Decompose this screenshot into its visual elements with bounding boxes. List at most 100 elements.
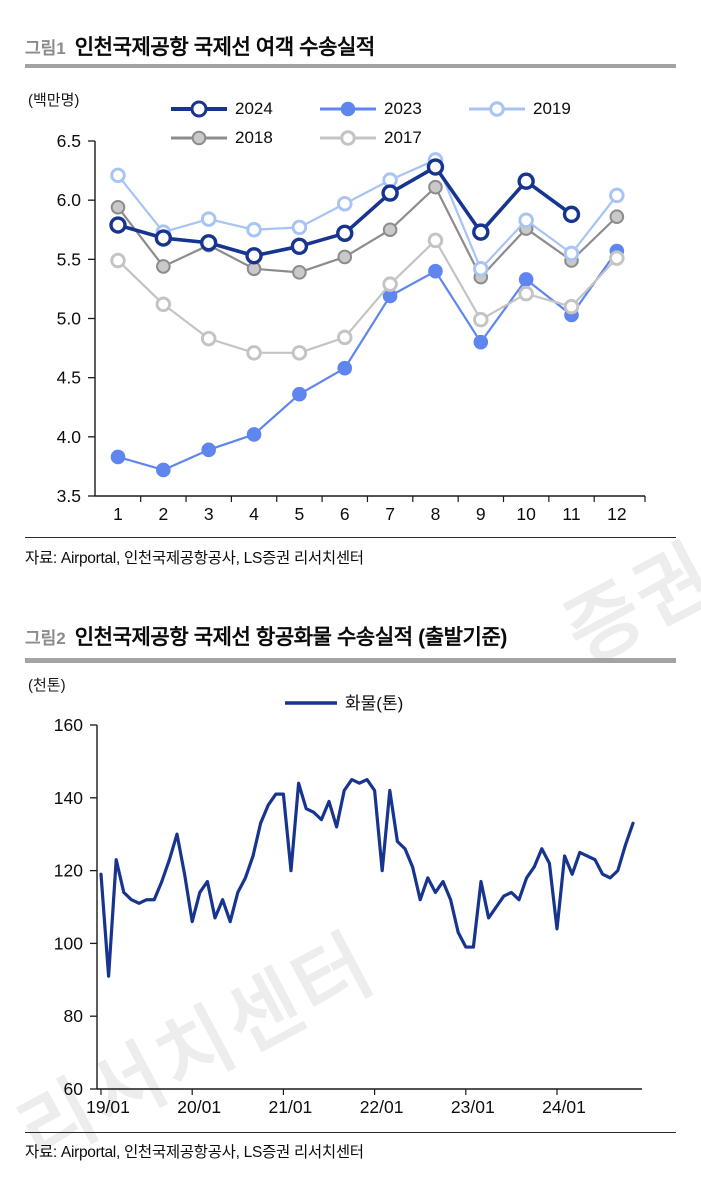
figure2-source: 자료: Airportal, 인천국제공항공사, LS증권 리서치센터 bbox=[25, 1144, 364, 1161]
legend-swatch-icon bbox=[171, 130, 227, 145]
figure1-tag: 그림1 bbox=[25, 39, 66, 58]
series-marker-2023 bbox=[156, 462, 171, 478]
figure2-header: 그림2 인천국제공항 국제선 항공화물 수송실적 (출발기준) bbox=[25, 621, 507, 651]
series-marker-2024 bbox=[472, 223, 490, 241]
series-marker-2023 bbox=[473, 334, 489, 350]
legend-label: 2019 bbox=[533, 98, 571, 118]
legend-swatch-icon bbox=[171, 100, 227, 117]
series-marker-2019 bbox=[246, 221, 262, 238]
x-tick-label: 23/01 bbox=[451, 1097, 495, 1117]
y-tick-label: 4.5 bbox=[57, 368, 81, 388]
x-tick-label: 1 bbox=[113, 504, 123, 524]
y-tick-label: 6.5 bbox=[57, 135, 81, 151]
series-marker-2019 bbox=[200, 211, 217, 227]
series-marker-2023 bbox=[428, 263, 443, 279]
x-tick-label: 11 bbox=[562, 504, 580, 524]
series-marker-2024 bbox=[562, 205, 581, 224]
x-tick-label: 7 bbox=[385, 504, 395, 524]
series-marker-2024 bbox=[336, 224, 354, 243]
legend-label: 2023 bbox=[384, 98, 422, 118]
series-marker-2024 bbox=[381, 184, 399, 202]
series-marker-2019 bbox=[337, 195, 353, 212]
x-tick-label: 19/01 bbox=[86, 1097, 130, 1117]
y-tick-label: 3.5 bbox=[57, 486, 81, 506]
legend-swatch-icon bbox=[320, 129, 376, 146]
x-tick-label: 3 bbox=[204, 504, 214, 524]
legend-item-2018: 2018 bbox=[170, 123, 319, 152]
series-marker-2019 bbox=[609, 187, 625, 204]
series-marker-2017 bbox=[246, 345, 262, 361]
series-marker-2017 bbox=[518, 285, 534, 302]
x-tick-label: 5 bbox=[295, 504, 305, 524]
legend-swatch-icon bbox=[469, 100, 525, 117]
series-marker-2024 bbox=[517, 172, 535, 190]
series-marker-2019 bbox=[291, 219, 308, 236]
y-tick-label: 160 bbox=[54, 715, 83, 735]
series-marker-2018 bbox=[428, 179, 443, 195]
y-tick-label: 4.0 bbox=[57, 427, 82, 447]
x-tick-label: 10 bbox=[516, 504, 536, 524]
series-marker-2024 bbox=[426, 158, 445, 176]
series-marker-2017 bbox=[110, 252, 126, 269]
x-tick-label: 20/01 bbox=[177, 1097, 221, 1117]
legend-item-2017: 2017 bbox=[319, 123, 468, 152]
series-line-2023 bbox=[117, 250, 618, 472]
series-marker-2018 bbox=[382, 222, 398, 238]
series-marker-2017 bbox=[563, 298, 580, 315]
cargo-legend-label: 화물(톤) bbox=[345, 694, 403, 713]
x-tick-label: 4 bbox=[249, 504, 259, 524]
x-tick-label: 24/01 bbox=[542, 1097, 586, 1117]
figure2-title-rule bbox=[25, 658, 676, 663]
figure1-header: 그림1 인천국제공항 국제선 여객 수송실적 bbox=[25, 31, 375, 61]
x-tick-label: 8 bbox=[431, 504, 441, 524]
series-line-2018 bbox=[117, 186, 618, 279]
series-marker-2024 bbox=[109, 216, 127, 234]
figure2-tag: 그림2 bbox=[25, 629, 66, 648]
series-marker-2017 bbox=[609, 250, 625, 266]
legend-label: 2017 bbox=[384, 127, 422, 147]
series-marker-2024 bbox=[290, 237, 309, 256]
series-marker-2017 bbox=[337, 329, 353, 346]
series-marker-2024 bbox=[154, 229, 173, 247]
series-marker-2018 bbox=[110, 199, 126, 215]
series-line-cargo bbox=[99, 777, 635, 978]
series-marker-2017 bbox=[291, 345, 308, 361]
x-tick-label: 12 bbox=[607, 504, 626, 524]
figure2-source-rule bbox=[25, 1132, 676, 1134]
legend-label: 2024 bbox=[235, 98, 273, 118]
y-tick-label: 60 bbox=[64, 1079, 84, 1099]
figure1-unit-label: (백만명) bbox=[28, 92, 80, 109]
figure2-unit-label: (천톤) bbox=[28, 677, 66, 694]
legend-label: 2018 bbox=[235, 127, 273, 147]
y-tick-label: 5.0 bbox=[57, 309, 82, 329]
figure1-source-rule bbox=[25, 537, 676, 539]
series-line-2017 bbox=[117, 239, 618, 354]
y-tick-label: 140 bbox=[54, 788, 83, 808]
series-marker-2018 bbox=[156, 259, 171, 274]
cargo-chart-canvas: 화물(톤) 60 80 100 120 140 160 19/01 20/01 21/01 22/0… bbox=[54, 694, 642, 1117]
legend-item-2019: 2019 bbox=[468, 94, 617, 123]
legend-item-2024: 2024 bbox=[170, 94, 319, 123]
figure1-legend: 2024 2023 2019 2018 2017 bbox=[170, 94, 635, 152]
figure1-title-rule bbox=[25, 64, 676, 68]
series-marker-2017 bbox=[200, 330, 217, 347]
series-marker-2019 bbox=[473, 261, 489, 277]
y-tick-label: 120 bbox=[54, 861, 83, 881]
figure2-title: 인천국제공항 국제선 항공화물 수송실적 (출발기준) bbox=[74, 626, 508, 649]
series-marker-2023 bbox=[201, 442, 216, 458]
series-marker-2019 bbox=[110, 167, 126, 184]
series-marker-2017 bbox=[155, 296, 172, 313]
series-marker-2024 bbox=[245, 247, 263, 265]
series-marker-2023 bbox=[292, 386, 307, 402]
series-marker-2023 bbox=[337, 360, 353, 376]
series-marker-2018 bbox=[337, 249, 353, 265]
series-marker-2023 bbox=[110, 449, 126, 465]
figure1-source: 자료: Airportal, 인천국제공항공사, LS증권 리서치센터 bbox=[25, 550, 364, 567]
figure1-title: 인천국제공항 국제선 여객 수송실적 bbox=[74, 36, 376, 59]
passenger-chart-canvas: 3.54.04.55.05.56.06.51 2 3 4 5 6 7 8 9 10 11 12 bbox=[57, 135, 646, 524]
series-marker-2019 bbox=[518, 212, 534, 229]
series-marker-2017 bbox=[382, 276, 398, 292]
series-marker-2023 bbox=[518, 272, 534, 287]
